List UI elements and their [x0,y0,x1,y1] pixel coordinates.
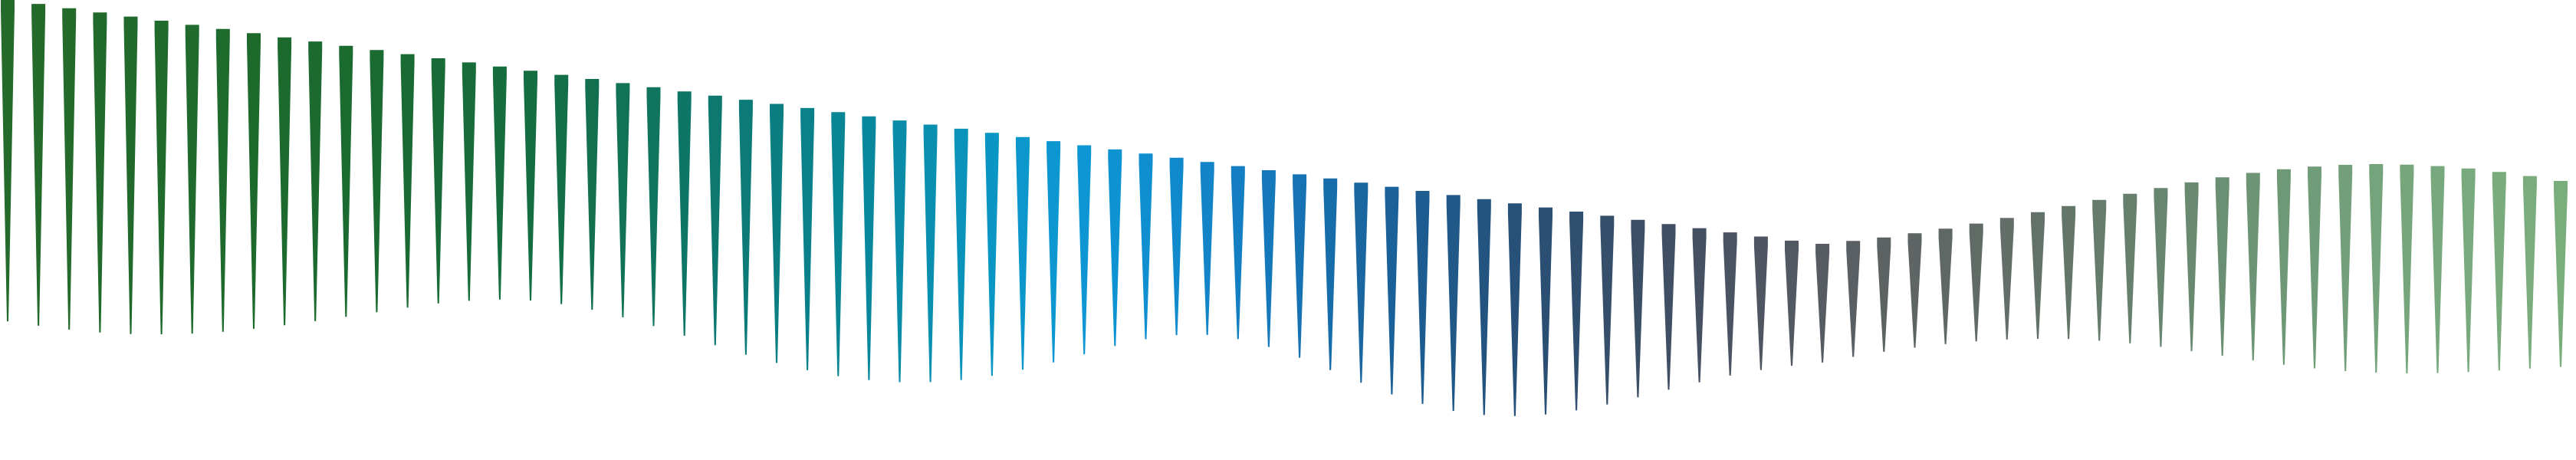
spike-18 [524,71,537,301]
spike-57 [1723,232,1737,376]
spike-7 [185,25,199,334]
spike-59 [1785,240,1799,366]
spike-17 [492,66,507,300]
spike-39 [1169,157,1184,336]
spike-29 [862,116,876,380]
spike-14 [400,54,415,308]
spike-28 [831,112,846,376]
spike-20 [585,79,600,310]
spike-81 [2461,168,2476,373]
spike-66 [1999,218,2014,340]
spike-10 [278,37,292,326]
spike-26 [770,104,784,363]
spike-82 [2492,172,2506,371]
spike-43 [1293,174,1307,358]
spike-74 [2246,172,2260,361]
spike-group [1,0,2568,416]
spike-4 [93,12,107,333]
spike-60 [1815,244,1830,363]
spike-19 [554,74,569,304]
spike-2 [31,4,46,326]
spike-15 [431,58,445,304]
spike-58 [1753,236,1768,370]
spike-38 [1138,153,1153,340]
spike-67 [2031,212,2045,339]
spike-75 [2276,169,2291,365]
spike-54 [1631,219,1645,398]
spike-1 [1,0,15,322]
spike-13 [370,50,384,313]
spike-40 [1200,162,1214,335]
spike-42 [1261,170,1276,347]
spike-24 [708,95,722,346]
spike-50 [1507,203,1522,416]
spike-72 [2184,182,2199,352]
spike-37 [1108,149,1122,347]
spike-73 [2215,177,2229,356]
spike-12 [339,45,353,317]
spike-79 [2400,164,2414,374]
spike-23 [677,91,692,336]
spike-48 [1446,195,1460,412]
spike-52 [1569,212,1584,411]
spike-32 [954,128,968,380]
spike-61 [1846,241,1861,357]
spike-36 [1077,145,1092,355]
spike-5 [123,16,138,334]
spike-22 [646,87,661,327]
spike-8 [215,28,230,332]
spike-70 [2123,193,2137,343]
spike-46 [1385,186,1399,395]
spike-3 [62,8,77,330]
spike-71 [2154,188,2168,347]
spike-47 [1415,191,1430,404]
spike-64 [1938,228,1953,344]
spike-83 [2522,176,2537,369]
spike-76 [2308,166,2321,369]
spike-9 [247,33,261,329]
spike-16 [462,62,476,301]
spike-31 [923,124,938,383]
spike-27 [800,107,815,370]
spike-41 [1230,166,1245,340]
spike-63 [1907,233,1922,348]
spike-6 [154,21,169,335]
spike-69 [2092,199,2107,341]
spike-65 [1969,223,1983,342]
spike-68 [2062,205,2076,340]
spike-30 [892,120,907,383]
spike-77 [2338,165,2353,371]
spike-25 [738,100,753,355]
spike-44 [1323,178,1338,370]
spike-51 [1539,207,1552,415]
spike-45 [1354,182,1368,383]
spike-84 [2554,181,2568,367]
spike-56 [1692,228,1707,383]
spike-62 [1877,237,1891,352]
spike-55 [1661,224,1676,390]
spike-35 [1046,141,1061,363]
spike-78 [2369,164,2384,373]
spike-49 [1477,199,1491,416]
spike-11 [308,41,323,321]
spike-34 [1016,136,1030,370]
spike-80 [2430,166,2445,373]
spike-33 [984,133,999,376]
spike-53 [1600,215,1615,405]
spike-21 [616,83,630,317]
